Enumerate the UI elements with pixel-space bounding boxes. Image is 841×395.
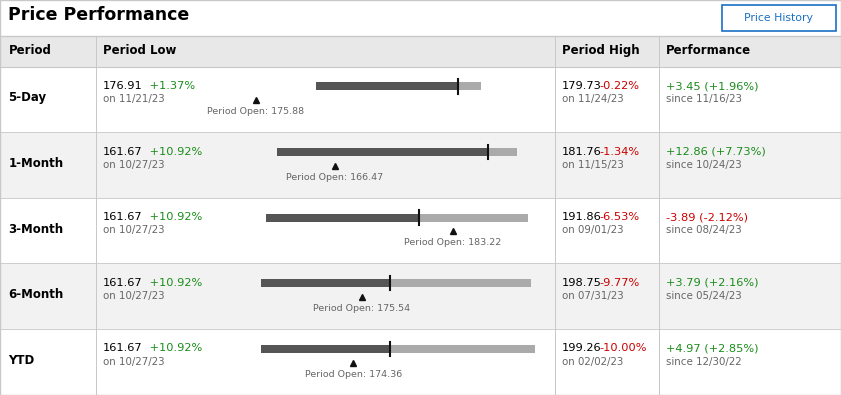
Text: -10.00%: -10.00%: [600, 344, 647, 354]
Text: +1.37%: +1.37%: [146, 81, 195, 91]
Text: 1-Month: 1-Month: [8, 157, 64, 170]
Bar: [0, 198, 841, 263]
Text: since 10/24/23: since 10/24/23: [666, 160, 742, 170]
Text: 161.67: 161.67: [103, 278, 142, 288]
Text: since 11/16/23: since 11/16/23: [666, 94, 742, 104]
Text: Price Performance: Price Performance: [8, 6, 190, 24]
Text: 191.86: 191.86: [562, 213, 601, 222]
Text: 199.26: 199.26: [562, 344, 601, 354]
Bar: [0, 36, 841, 67]
Bar: [0, 67, 841, 132]
Bar: [389, 279, 532, 287]
Text: +10.92%: +10.92%: [146, 278, 203, 288]
Text: -6.53%: -6.53%: [600, 213, 640, 222]
Text: +3.79 (+2.16%): +3.79 (+2.16%): [666, 278, 759, 288]
Text: +3.45 (+1.96%): +3.45 (+1.96%): [666, 81, 759, 91]
Bar: [0, 329, 841, 395]
Text: Period Open: 175.88: Period Open: 175.88: [208, 107, 304, 117]
Text: -3.89 (-2.12%): -3.89 (-2.12%): [666, 213, 748, 222]
Text: 179.73: 179.73: [562, 81, 601, 91]
Text: 6-Month: 6-Month: [8, 288, 64, 301]
Bar: [316, 83, 458, 90]
Text: -1.34%: -1.34%: [600, 147, 640, 157]
Text: on 10/27/23: on 10/27/23: [103, 226, 164, 235]
Text: Performance: Performance: [666, 44, 751, 57]
Text: -0.22%: -0.22%: [600, 81, 640, 91]
Text: Period Open: 183.22: Period Open: 183.22: [405, 239, 501, 248]
Text: Period Open: 174.36: Period Open: 174.36: [304, 370, 402, 379]
Bar: [389, 345, 535, 353]
Bar: [0, 132, 841, 198]
Text: 161.67: 161.67: [103, 213, 142, 222]
Text: on 02/02/23: on 02/02/23: [562, 357, 623, 367]
Text: on 11/21/23: on 11/21/23: [103, 94, 164, 104]
Text: 161.67: 161.67: [103, 147, 142, 157]
Text: 5-Day: 5-Day: [8, 92, 46, 104]
Text: Period Low: Period Low: [103, 44, 176, 57]
Text: +10.92%: +10.92%: [146, 147, 203, 157]
Text: +10.92%: +10.92%: [146, 213, 203, 222]
Text: 3-Month: 3-Month: [8, 223, 64, 235]
Text: 161.67: 161.67: [103, 344, 142, 354]
Text: Period Open: 166.47: Period Open: 166.47: [286, 173, 383, 182]
Text: +4.97 (+2.85%): +4.97 (+2.85%): [666, 344, 759, 354]
Text: -9.77%: -9.77%: [600, 278, 640, 288]
Text: Price History: Price History: [744, 13, 813, 23]
Bar: [0, 0, 841, 36]
Text: since 08/24/23: since 08/24/23: [666, 226, 742, 235]
Text: +12.86 (+7.73%): +12.86 (+7.73%): [666, 147, 766, 157]
Bar: [266, 214, 419, 222]
Text: +10.92%: +10.92%: [146, 344, 203, 354]
Text: on 10/27/23: on 10/27/23: [103, 357, 164, 367]
Bar: [458, 83, 481, 90]
Text: on 11/24/23: on 11/24/23: [562, 94, 623, 104]
Text: Period High: Period High: [562, 44, 639, 57]
Text: 181.76: 181.76: [562, 147, 601, 157]
Bar: [488, 148, 516, 156]
Text: on 10/27/23: on 10/27/23: [103, 291, 164, 301]
Text: 176.91: 176.91: [103, 81, 142, 91]
Text: since 12/30/22: since 12/30/22: [666, 357, 742, 367]
Text: YTD: YTD: [8, 354, 34, 367]
Text: 198.75: 198.75: [562, 278, 601, 288]
Text: Period: Period: [8, 44, 51, 57]
Bar: [0, 263, 841, 329]
Text: on 09/01/23: on 09/01/23: [562, 226, 623, 235]
Text: on 10/27/23: on 10/27/23: [103, 160, 164, 170]
Text: on 07/31/23: on 07/31/23: [562, 291, 623, 301]
FancyBboxPatch shape: [722, 5, 836, 31]
Bar: [278, 148, 488, 156]
Bar: [419, 214, 528, 222]
Bar: [261, 279, 389, 287]
Bar: [261, 345, 389, 353]
Text: on 11/15/23: on 11/15/23: [562, 160, 624, 170]
Text: since 05/24/23: since 05/24/23: [666, 291, 742, 301]
Text: Period Open: 175.54: Period Open: 175.54: [314, 304, 410, 313]
